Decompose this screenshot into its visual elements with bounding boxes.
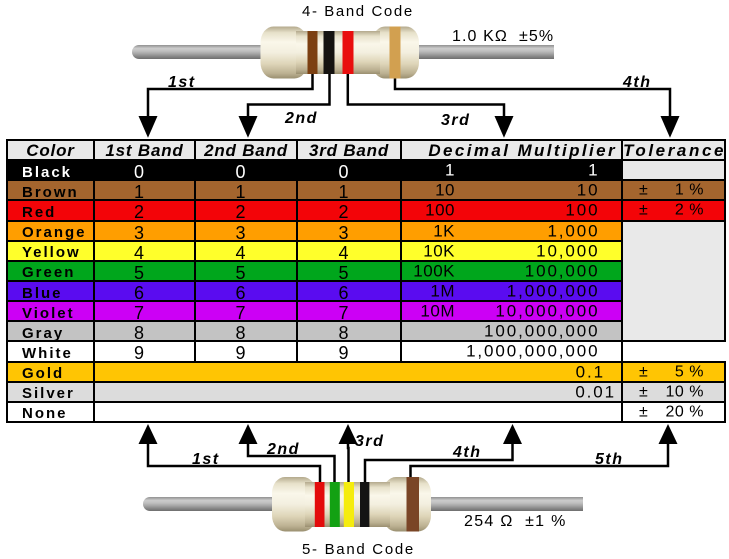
svg-text:4th: 4th — [452, 444, 482, 461]
svg-text:1st: 1st — [168, 74, 196, 91]
svg-text:1.0 KΩ ±5%: 1.0 KΩ ±5% — [452, 28, 554, 45]
svg-text:254 Ω ±1 %: 254 Ω ±1 % — [464, 513, 567, 530]
svg-text:3rd: 3rd — [441, 112, 470, 129]
svg-text:4- Band Code: 4- Band Code — [302, 3, 414, 20]
svg-text:2nd: 2nd — [266, 441, 300, 458]
svg-text:5th: 5th — [595, 451, 624, 468]
svg-text:2nd: 2nd — [284, 110, 318, 127]
svg-text:4th: 4th — [622, 74, 652, 91]
svg-text:1st: 1st — [192, 451, 220, 468]
svg-text:5- Band Code: 5- Band Code — [302, 541, 415, 558]
svg-text:3rd: 3rd — [355, 433, 384, 450]
